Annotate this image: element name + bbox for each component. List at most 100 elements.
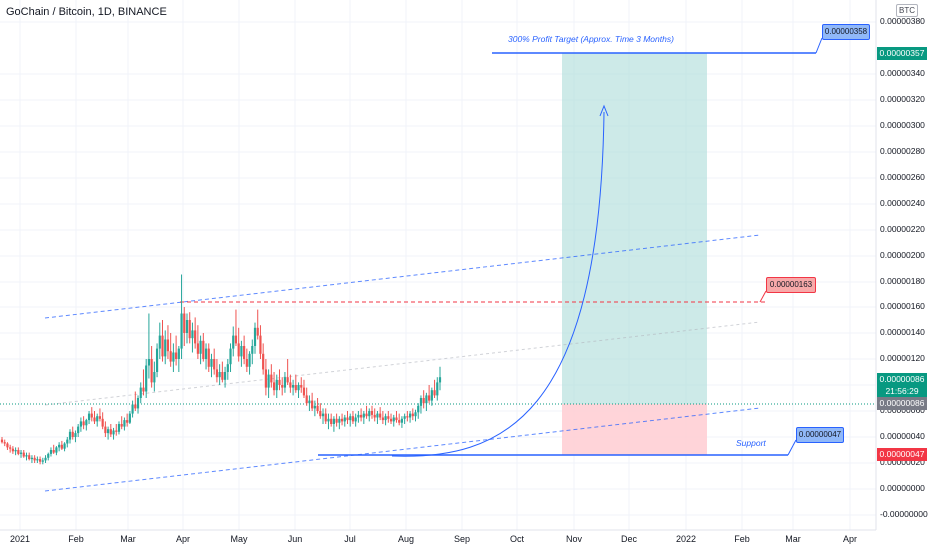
candle-body [145, 365, 148, 392]
candle-body [115, 430, 118, 432]
currency-badge[interactable]: BTC [896, 4, 918, 17]
candle-body [335, 418, 338, 423]
candle-body [398, 420, 401, 423]
candle-body [384, 416, 387, 421]
candle-body [430, 390, 433, 401]
candle-body [85, 420, 88, 426]
candle-body [226, 364, 229, 372]
y-tick-label: 0.00000280 [880, 146, 925, 156]
x-tick-label: Oct [509, 534, 525, 544]
candle-body [87, 413, 91, 421]
candle-body [321, 413, 325, 417]
y-tick-label: 0.00000380 [880, 16, 925, 26]
candle-body [196, 343, 199, 354]
candle-body [153, 372, 156, 383]
support-callout[interactable]: 0.00000047 [796, 427, 844, 443]
candle-body [213, 359, 216, 370]
candle-body [74, 433, 77, 437]
candle-body [291, 385, 295, 388]
support-annotation: Support [736, 438, 766, 448]
candle-body [349, 416, 352, 421]
x-tick-label: Dec [620, 534, 638, 544]
candle-body [38, 459, 42, 462]
candle-body [147, 359, 151, 366]
candle-body [414, 412, 417, 417]
candle-body [281, 385, 284, 388]
x-tick-label: Sep [453, 534, 471, 544]
candle-body [150, 359, 153, 383]
candle-body [381, 417, 384, 421]
candle-body [433, 390, 436, 396]
candle-body [41, 460, 44, 462]
candle-body [376, 413, 379, 418]
candle-body [362, 413, 365, 418]
candle-body [109, 429, 112, 435]
candle-body [370, 411, 374, 415]
y-tick-label: 0.00000260 [880, 172, 925, 182]
candle-body [330, 418, 333, 424]
candle-body [305, 395, 308, 404]
candle-body [106, 429, 110, 434]
candle-body [297, 385, 300, 391]
candle-body [52, 450, 55, 453]
candle-body [199, 340, 202, 354]
candle-body [379, 413, 382, 418]
candle-body [98, 416, 102, 419]
resistance-callout[interactable]: 0.00000163 [766, 277, 816, 293]
candle-body [6, 443, 9, 448]
candle-body [262, 353, 265, 370]
candle-body [177, 348, 180, 359]
candle-body [139, 387, 142, 398]
candle-body [351, 416, 355, 422]
y-tick-label: 0.00000020 [880, 457, 925, 467]
candle-body [101, 418, 104, 427]
x-tick-label: Feb [68, 534, 84, 544]
candle-body [180, 313, 183, 349]
target-callout[interactable]: 0.00000358 [822, 24, 870, 40]
y-tick-label: 0.00000220 [880, 224, 925, 234]
candle-body [259, 335, 262, 354]
y-tick-label: 0.00000160 [880, 301, 925, 311]
candle-body [223, 372, 227, 380]
candle-body [365, 413, 368, 417]
candle-body [164, 339, 167, 357]
candle-body [215, 369, 219, 378]
candle-body [9, 447, 12, 449]
candle-body [245, 359, 248, 367]
candle-body [289, 382, 292, 388]
risk-zone [562, 404, 707, 455]
candle-body [90, 413, 93, 418]
y-tick-label: 0.00000180 [880, 276, 925, 286]
candle-body [185, 320, 189, 333]
candle-body [327, 418, 330, 422]
chart-drawings [0, 37, 876, 492]
candle-body [319, 411, 322, 417]
candle-body [425, 395, 428, 404]
projection-curve [391, 111, 605, 457]
candle-body [411, 413, 414, 417]
y-tick-label: 0.00000120 [880, 353, 925, 363]
y-tick-label: 0.00000300 [880, 120, 925, 130]
current-price-tag: 0.00000086 [877, 373, 927, 386]
candle-body [120, 424, 123, 427]
candle-body [25, 455, 28, 457]
candle-body [172, 352, 175, 362]
candle-body [392, 417, 395, 422]
candle-body [71, 431, 74, 437]
y-tick-label: 0.00000340 [880, 68, 925, 78]
candle-body [403, 416, 406, 419]
x-tick-label: Jul [344, 534, 356, 544]
candle-body [14, 450, 17, 452]
candle-body [360, 414, 363, 418]
candle-body [256, 327, 259, 336]
candle-body [210, 359, 213, 367]
candle-body [428, 395, 431, 401]
x-tick-label: Apr [175, 534, 191, 544]
candle-body [294, 385, 297, 391]
candle-body [194, 330, 197, 344]
candle-body [161, 335, 164, 357]
candle-body [221, 372, 224, 380]
chart-title: GoChain / Bitcoin, 1D, BINANCE [6, 6, 167, 18]
candle-body [229, 348, 232, 365]
